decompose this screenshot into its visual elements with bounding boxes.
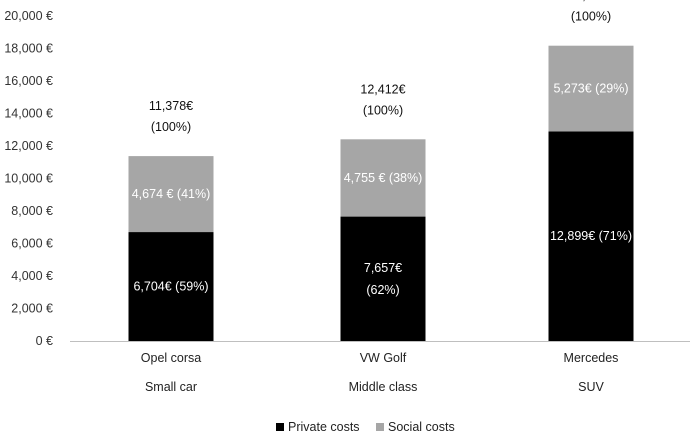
y-tick-label: 12,000 €	[4, 139, 53, 153]
data-label-total: (100%)	[571, 10, 611, 24]
data-label-total: (100%)	[151, 120, 191, 134]
y-tick-label: 20,000 €	[4, 9, 53, 23]
x-subcategory-label: SUV	[578, 380, 604, 394]
data-label-social: 4,755 € (38%)	[344, 171, 423, 185]
x-category-label: Mercedes	[564, 351, 619, 365]
data-label-social: 5,273€ (29%)	[553, 82, 628, 96]
data-label-social: 4,674 € (41%)	[132, 187, 211, 201]
data-label-private: 12,899€ (71%)	[550, 229, 632, 243]
x-subcategory-label: Small car	[145, 380, 197, 394]
y-tick-label: 18,000 €	[4, 42, 53, 56]
data-label-private: (62%)	[366, 283, 399, 297]
data-label-total: (100%)	[363, 103, 403, 117]
bar-private-costs	[548, 131, 634, 341]
bar-private-costs	[340, 216, 426, 341]
y-tick-label: 16,000 €	[4, 74, 53, 88]
y-tick-label: 4,000 €	[11, 269, 53, 283]
legend-label: Private costs	[288, 420, 360, 434]
y-axis: 0 € 2,000 € 4,000 € 6,000 € 8,000 € 10,000 € 1…	[4, 9, 53, 348]
x-category-label: Opel corsa	[141, 351, 201, 365]
legend-label: Social costs	[388, 420, 455, 434]
bar-social-costs	[128, 156, 214, 233]
data-label-private: 6,704€ (59%)	[133, 280, 208, 294]
y-tick-label: 6,000 €	[11, 237, 53, 251]
bar-private-costs	[128, 232, 214, 341]
y-tick-label: 8,000 €	[11, 204, 53, 218]
legend-swatch	[376, 423, 384, 431]
bars: 6,704€ (59%) 4,674 € (41%) 11,378€ (100%) 7,…	[128, 0, 634, 341]
data-label-total: 11,378€	[149, 99, 193, 113]
data-label-total: 18,171€	[568, 0, 613, 3]
bar-social-costs	[340, 139, 426, 217]
x-subcategory-label: Middle class	[349, 380, 418, 394]
y-tick-label: 2,000 €	[11, 302, 53, 316]
bar-social-costs	[548, 45, 634, 132]
x-category-label: VW Golf	[360, 351, 407, 365]
x-axis: Opel corsa Small car VW Golf Middle class Me…	[70, 341, 690, 394]
y-tick-label: 10,000 €	[4, 172, 53, 186]
legend: Private costs Social costs	[276, 420, 455, 434]
y-tick-label: 0 €	[36, 334, 53, 348]
data-label-private: 7,657€	[364, 261, 402, 275]
data-label-total: 12,412€	[360, 82, 405, 96]
legend-swatch	[276, 423, 284, 431]
y-tick-label: 14,000 €	[4, 107, 53, 121]
